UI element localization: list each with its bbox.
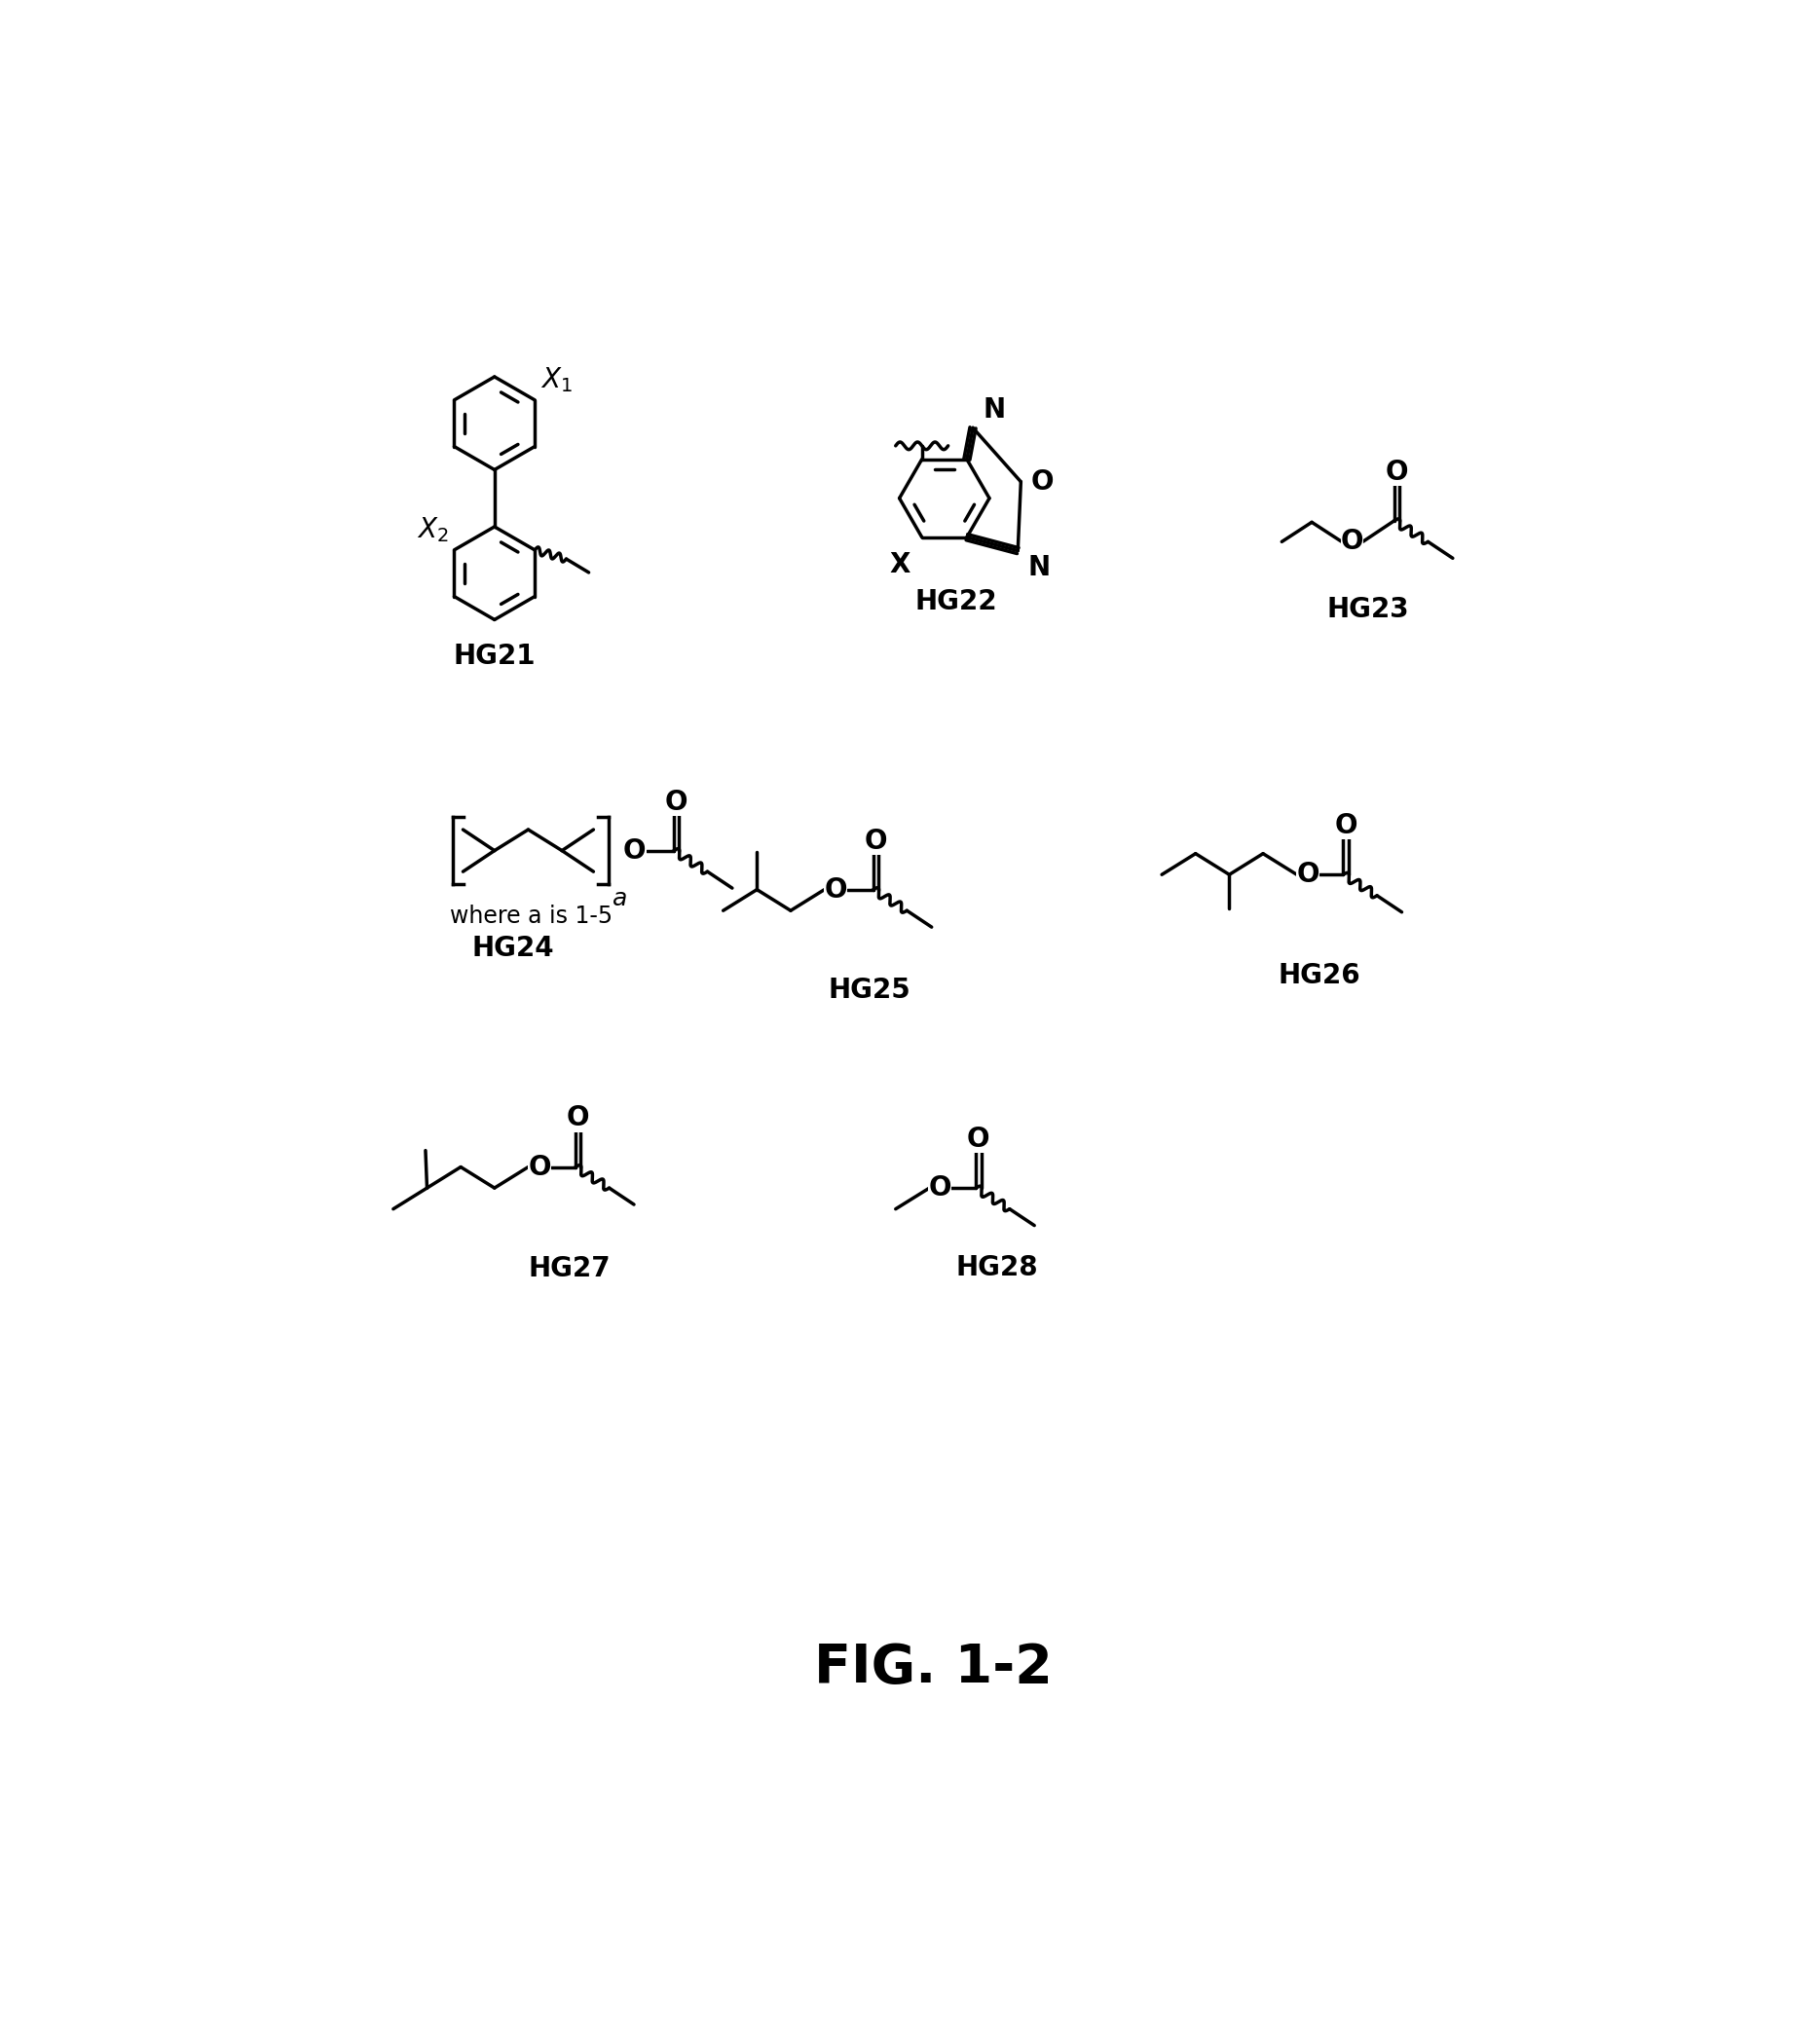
Text: HG26: HG26 <box>1278 962 1361 989</box>
Text: O: O <box>528 1153 551 1180</box>
Text: O: O <box>1385 458 1409 486</box>
Text: O: O <box>1341 529 1363 555</box>
Text: HG22: HG22 <box>914 588 997 616</box>
Text: HG27: HG27 <box>528 1255 612 1283</box>
Text: O: O <box>622 836 646 864</box>
Text: FIG. 1-2: FIG. 1-2 <box>814 1641 1052 1694</box>
Text: $X_1$: $X_1$ <box>541 366 571 395</box>
Text: O: O <box>966 1125 990 1153</box>
Text: O: O <box>566 1104 590 1131</box>
Text: HG28: HG28 <box>956 1255 1037 1281</box>
Text: N: N <box>983 397 1005 423</box>
Text: HG25: HG25 <box>828 976 910 1005</box>
Text: HG21: HG21 <box>453 643 535 669</box>
Text: N: N <box>1028 555 1050 582</box>
Text: where a is 1-5: where a is 1-5 <box>450 905 612 928</box>
Text: O: O <box>664 789 688 816</box>
Text: O: O <box>1334 812 1358 840</box>
Text: O: O <box>1032 468 1054 496</box>
Text: O: O <box>1296 860 1320 889</box>
Text: HG24: HG24 <box>471 934 555 962</box>
Text: O: O <box>928 1174 952 1202</box>
Text: HG23: HG23 <box>1327 596 1409 622</box>
Text: O: O <box>824 877 846 903</box>
Text: $X_2$: $X_2$ <box>417 517 450 545</box>
Text: X: X <box>890 551 910 578</box>
Text: O: O <box>864 828 886 854</box>
Text: a: a <box>612 887 628 911</box>
